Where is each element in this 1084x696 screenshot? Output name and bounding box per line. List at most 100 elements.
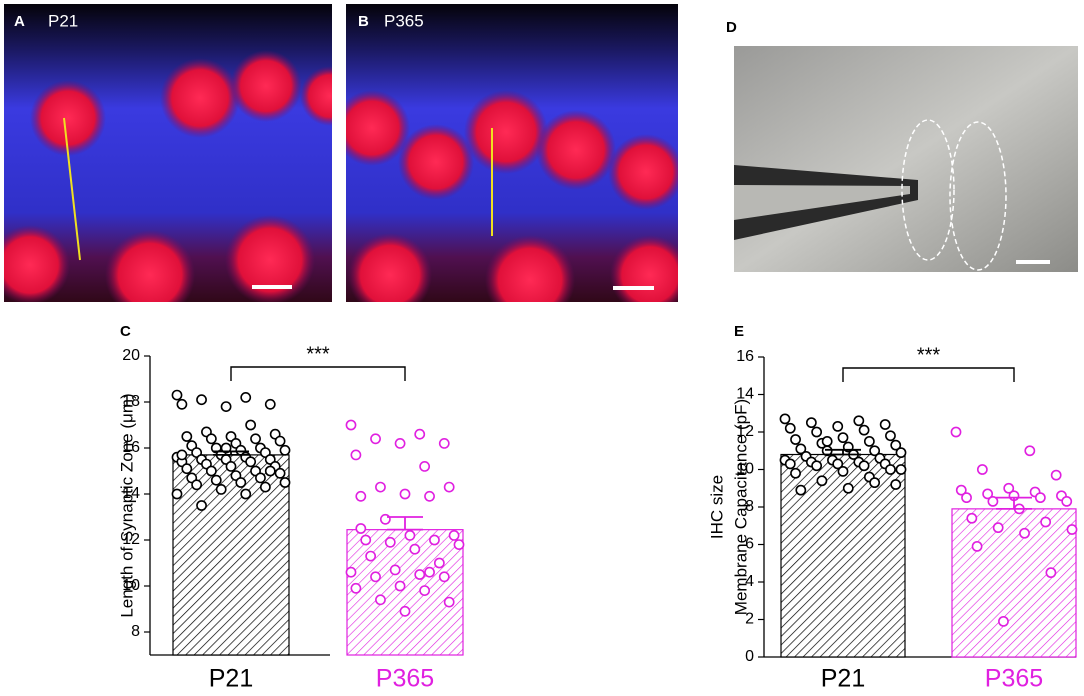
data-point xyxy=(885,464,896,475)
data-point xyxy=(181,431,193,442)
data-point xyxy=(982,488,994,500)
data-point xyxy=(885,430,896,442)
data-point xyxy=(196,394,207,406)
y-tick-label: 16 xyxy=(122,439,140,456)
data-point xyxy=(1003,482,1015,494)
data-point xyxy=(961,492,972,504)
data-point xyxy=(205,465,217,477)
data-point xyxy=(890,439,902,451)
data-point xyxy=(842,482,854,494)
error-bar xyxy=(387,516,423,531)
data-point xyxy=(424,566,435,578)
data-point xyxy=(424,490,435,502)
data-point xyxy=(1066,524,1078,535)
data-point xyxy=(419,460,431,472)
data-point xyxy=(235,477,247,488)
data-point xyxy=(414,428,426,440)
bar xyxy=(346,529,464,656)
data-point xyxy=(837,465,849,477)
data-point xyxy=(215,483,227,495)
data-point xyxy=(1061,495,1073,507)
data-point xyxy=(389,564,401,576)
data-point xyxy=(438,571,450,583)
panel-letter: E xyxy=(734,323,744,340)
panel-label: P365 xyxy=(384,11,424,30)
data-point xyxy=(784,422,796,434)
data-point xyxy=(976,464,988,475)
error-bar xyxy=(996,496,1032,510)
data-point xyxy=(795,443,807,455)
micrograph-b xyxy=(346,4,678,302)
y-tick-label: 2 xyxy=(745,611,754,628)
x-tick-label: P365 xyxy=(985,665,1043,693)
data-point xyxy=(438,437,450,449)
data-point xyxy=(255,472,266,484)
data-point xyxy=(375,481,386,493)
y-tick-label: 16 xyxy=(736,348,754,365)
data-point xyxy=(863,435,875,447)
data-point xyxy=(355,523,367,534)
data-point xyxy=(1050,469,1062,481)
data-point xyxy=(966,512,978,524)
panel-label: P21 xyxy=(48,11,78,30)
x-tick-label: P365 xyxy=(376,665,434,693)
data-point xyxy=(433,557,445,569)
data-point xyxy=(240,391,252,403)
bar xyxy=(172,454,290,656)
data-point xyxy=(1040,516,1052,528)
data-point xyxy=(837,432,849,444)
data-point xyxy=(345,419,357,431)
y-tick-label: 18 xyxy=(122,393,140,410)
data-point xyxy=(365,550,377,562)
y-tick-label: 8 xyxy=(745,498,754,515)
data-point xyxy=(176,449,188,461)
y-tick-label: 10 xyxy=(736,461,754,478)
data-point xyxy=(832,458,844,470)
data-point xyxy=(992,522,1004,534)
data-point xyxy=(250,433,261,445)
data-point xyxy=(264,398,276,410)
data-point xyxy=(955,484,967,496)
y-tick-label: 10 xyxy=(122,577,140,594)
data-point xyxy=(245,456,257,468)
data-point xyxy=(419,585,431,596)
data-point xyxy=(350,449,362,461)
data-point xyxy=(811,426,823,438)
x-tick-label: P21 xyxy=(209,665,253,693)
significance-label: *** xyxy=(917,344,941,366)
data-point xyxy=(399,605,411,617)
y-tick-label: 12 xyxy=(122,531,140,548)
y-tick-label: 4 xyxy=(745,573,754,590)
data-point xyxy=(816,475,828,487)
y-tick-label: 8 xyxy=(131,623,140,640)
data-point xyxy=(1034,492,1046,504)
data-point xyxy=(225,460,237,472)
data-point xyxy=(355,490,367,502)
error-bar xyxy=(213,450,249,456)
data-point xyxy=(375,594,386,606)
y-axis-label: Membrane Capacitance (pF) xyxy=(731,399,750,615)
panel-letter: A xyxy=(14,13,25,30)
data-point xyxy=(987,495,999,507)
significance-bracket xyxy=(842,367,1015,382)
panel-letter: B xyxy=(358,13,369,30)
data-point xyxy=(858,424,870,436)
data-point xyxy=(790,467,801,479)
data-point xyxy=(259,481,271,493)
data-point xyxy=(795,484,807,496)
data-point xyxy=(779,413,791,425)
x-tick-label: P21 xyxy=(821,665,865,693)
data-point xyxy=(811,460,823,472)
data-point xyxy=(196,500,207,511)
y-axis-label: IHC size xyxy=(707,475,726,539)
data-point xyxy=(414,569,426,580)
data-point xyxy=(409,543,421,555)
significance-bracket xyxy=(230,366,406,381)
panel-letter: C xyxy=(120,323,131,340)
data-point xyxy=(784,458,796,470)
data-point xyxy=(404,530,416,541)
data-point xyxy=(350,582,362,594)
data-point xyxy=(345,566,357,578)
data-point xyxy=(895,464,907,475)
